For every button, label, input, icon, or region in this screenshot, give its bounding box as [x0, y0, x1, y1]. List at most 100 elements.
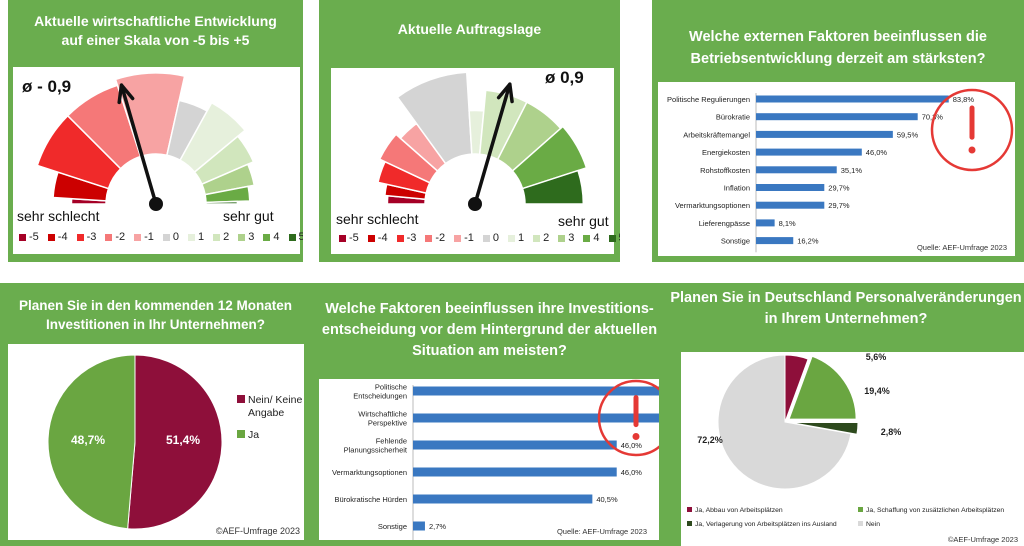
bar-value-label: 40,5% — [596, 495, 618, 504]
gauge-low-label: sehr schlecht — [17, 208, 100, 224]
legend-swatch — [237, 430, 245, 438]
legend-item: 5 — [288, 231, 303, 243]
category-label: Energiekosten — [702, 148, 750, 157]
legend-label: Ja, Verlagerung von Arbeitsplätzen ins A… — [695, 521, 837, 528]
legend-label: -2 — [115, 231, 126, 243]
source-note: Quelle: AEF-Umfrage 2023 — [556, 527, 647, 536]
exclamation-dot — [968, 146, 976, 154]
legend-swatch — [238, 233, 246, 241]
legend-swatch — [188, 233, 196, 241]
chart-area: ø - 0,9 sehr schlecht sehr gut -5 -4 -3 -2-… — [13, 67, 303, 254]
slice-value-label: 48,7% — [71, 433, 105, 447]
legend-swatch — [76, 233, 84, 241]
legend-item: -4 — [367, 232, 388, 244]
bar — [756, 201, 825, 209]
legend-label: -3 — [406, 232, 417, 244]
bar — [413, 521, 425, 531]
gauge-hub — [468, 197, 482, 211]
title-line: Aktuelle wirtschaftliche Entwicklung — [34, 13, 277, 29]
panel-economic-development: Aktuelle wirtschaftliche Entwicklung auf… — [8, 0, 303, 262]
pie-slice — [790, 422, 859, 435]
bar-value-label: 46,0% — [621, 468, 643, 477]
category-label: Wirtschaftliche — [358, 410, 407, 419]
bar — [756, 219, 775, 227]
legend-swatch — [134, 233, 142, 241]
legend-swatch — [396, 234, 404, 242]
legend-item: -5 — [19, 231, 39, 243]
slice-value-label: 5,6% — [866, 352, 887, 362]
gauge-needle — [120, 86, 158, 205]
legend-label: 2 — [223, 231, 230, 243]
pie-slice — [717, 354, 852, 490]
gauge-segment — [205, 200, 239, 205]
panel-title: Planen Sie in den kommenden 12 Monaten I… — [0, 296, 311, 334]
scale-legend: -5 -4 -3 -2 -1 0 1 2 3 4 5 — [339, 232, 620, 244]
legend-swatch — [687, 521, 692, 526]
legend-label: -5 — [349, 232, 359, 244]
bar — [413, 467, 617, 477]
pie-chart: 5,6% 19,4% 2,8% 72,2% Ja, Abbau von Arbeitsp… — [687, 352, 1004, 528]
exclamation-dot — [632, 433, 640, 440]
legend-item: 1 — [188, 231, 204, 243]
legend-label: 1 — [198, 231, 205, 243]
legend-label: Ja — [248, 429, 259, 441]
category-label: Vermarktungsoptionen — [675, 201, 750, 210]
legend-swatch — [339, 234, 346, 242]
legend-label: Ja, Schaffung von zusätzlichen Arbeitspl… — [866, 507, 1004, 514]
title-line: Betriebsentwicklung derzeit am stärksten… — [690, 51, 986, 67]
panel-personnel-changes: Planen Sie in Deutschland Personalveränd… — [668, 283, 1024, 546]
legend-label: -3 — [86, 231, 97, 243]
legend-item: 5 — [608, 232, 620, 244]
gauge-needle-head — [496, 82, 514, 104]
legend-item: 0 — [482, 232, 499, 244]
panel-title: Aktuelle wirtschaftliche Entwicklung auf… — [8, 12, 303, 50]
pie-slice — [47, 354, 136, 530]
category-label: Rohstoffkosten — [700, 166, 750, 175]
slice-value-label: 51,4% — [166, 433, 200, 447]
legend-label: -2 — [435, 232, 446, 244]
legend-label: 3 — [248, 231, 255, 243]
title-line: Investitionen in Ihr Unternehmen? — [45, 317, 266, 332]
bar — [756, 166, 837, 174]
legend-label: -4 — [377, 232, 388, 244]
bar-value-label: 16,2% — [797, 237, 819, 246]
gauge-segment — [396, 71, 473, 165]
bar-value-label: 83,8% — [953, 95, 975, 104]
legend-label: 1 — [518, 232, 525, 244]
gauge-high-label: sehr gut — [558, 213, 609, 229]
category-label: Sonstige — [721, 237, 750, 246]
category-label: Fehlende — [376, 437, 407, 446]
legend-swatch — [162, 233, 170, 241]
category-label: Politische Regulierungen — [667, 95, 750, 104]
bar-value-label: 70,3% — [922, 113, 944, 122]
legend-swatch — [482, 234, 490, 242]
alert-circle — [597, 379, 659, 457]
legend-label: -5 — [29, 231, 39, 243]
legend-swatch — [105, 233, 113, 241]
legend-label: 2 — [543, 232, 550, 244]
gauge-needle-head — [117, 83, 135, 105]
bar-value-label: 29,7% — [828, 184, 850, 193]
gauge-average-label: ø - 0,9 — [22, 77, 72, 96]
panel-title: Planen Sie in Deutschland Personalveränd… — [668, 288, 1024, 330]
gauge-needle — [473, 85, 511, 205]
legend-item: -2 — [105, 231, 125, 243]
legend-label: Angabe — [248, 407, 284, 419]
bar — [413, 440, 617, 450]
category-label: Planungssicherheit — [344, 446, 408, 455]
bar-value-label: 46,0% — [621, 441, 643, 450]
bar — [756, 184, 825, 191]
bar — [413, 386, 659, 396]
pie-slice — [127, 354, 223, 530]
bar — [756, 95, 949, 103]
legend-label: -4 — [57, 231, 68, 243]
legend-item: 2 — [533, 232, 549, 244]
legend-item: -3 — [396, 232, 417, 244]
gauge-hub — [149, 197, 163, 211]
legend-swatch — [288, 233, 296, 241]
category-label: Arbeitskräftemangel — [683, 130, 750, 139]
title-line: auf einer Skala von -5 bis +5 — [61, 32, 250, 48]
legend-swatch — [47, 233, 55, 241]
legend-item: -2 — [425, 232, 445, 244]
gauge-average-label: ø 0,9 — [545, 68, 584, 87]
